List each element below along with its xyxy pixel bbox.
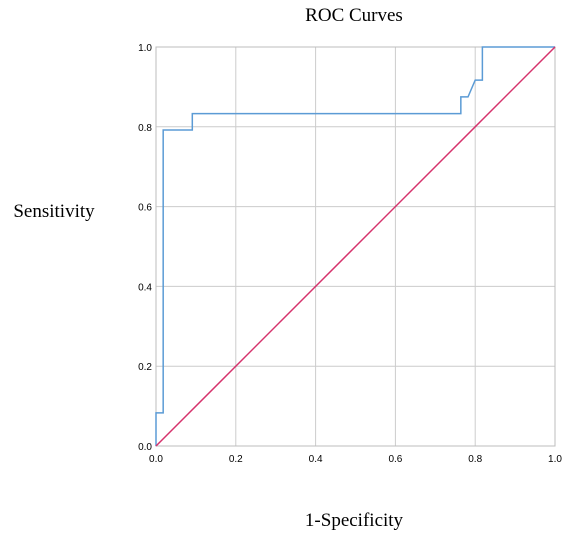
- series-group: [155, 46, 556, 447]
- x-tick-label: 0.0: [149, 454, 163, 465]
- x-tick-label: 1.0: [548, 454, 562, 465]
- chart-title: ROC Curves: [305, 5, 403, 26]
- x-axis-ticks: 0.0 0.2 0.4 0.6 0.8 1.0: [149, 454, 562, 465]
- x-tick-label: 0.6: [388, 454, 402, 465]
- y-tick-label: 0.8: [138, 123, 152, 134]
- x-tick-label: 0.4: [309, 454, 323, 465]
- y-tick-label: 0.0: [138, 442, 152, 453]
- x-tick-label: 0.2: [229, 454, 243, 465]
- x-axis-label: 1-Specificity: [305, 510, 404, 531]
- y-tick-label: 0.2: [138, 362, 152, 373]
- y-tick-label: 1.0: [138, 43, 152, 54]
- y-axis-ticks: 0.0 0.2 0.4 0.6 0.8 1.0: [138, 43, 152, 453]
- x-tick-label: 0.8: [468, 454, 482, 465]
- plot-frame: [155, 46, 556, 447]
- y-tick-label: 0.4: [138, 282, 152, 293]
- reference-diagonal-line: [155, 46, 556, 447]
- y-axis-label: Sensitivity: [13, 201, 95, 222]
- y-tick-label: 0.6: [138, 203, 152, 214]
- roc-curve-line: [155, 46, 555, 446]
